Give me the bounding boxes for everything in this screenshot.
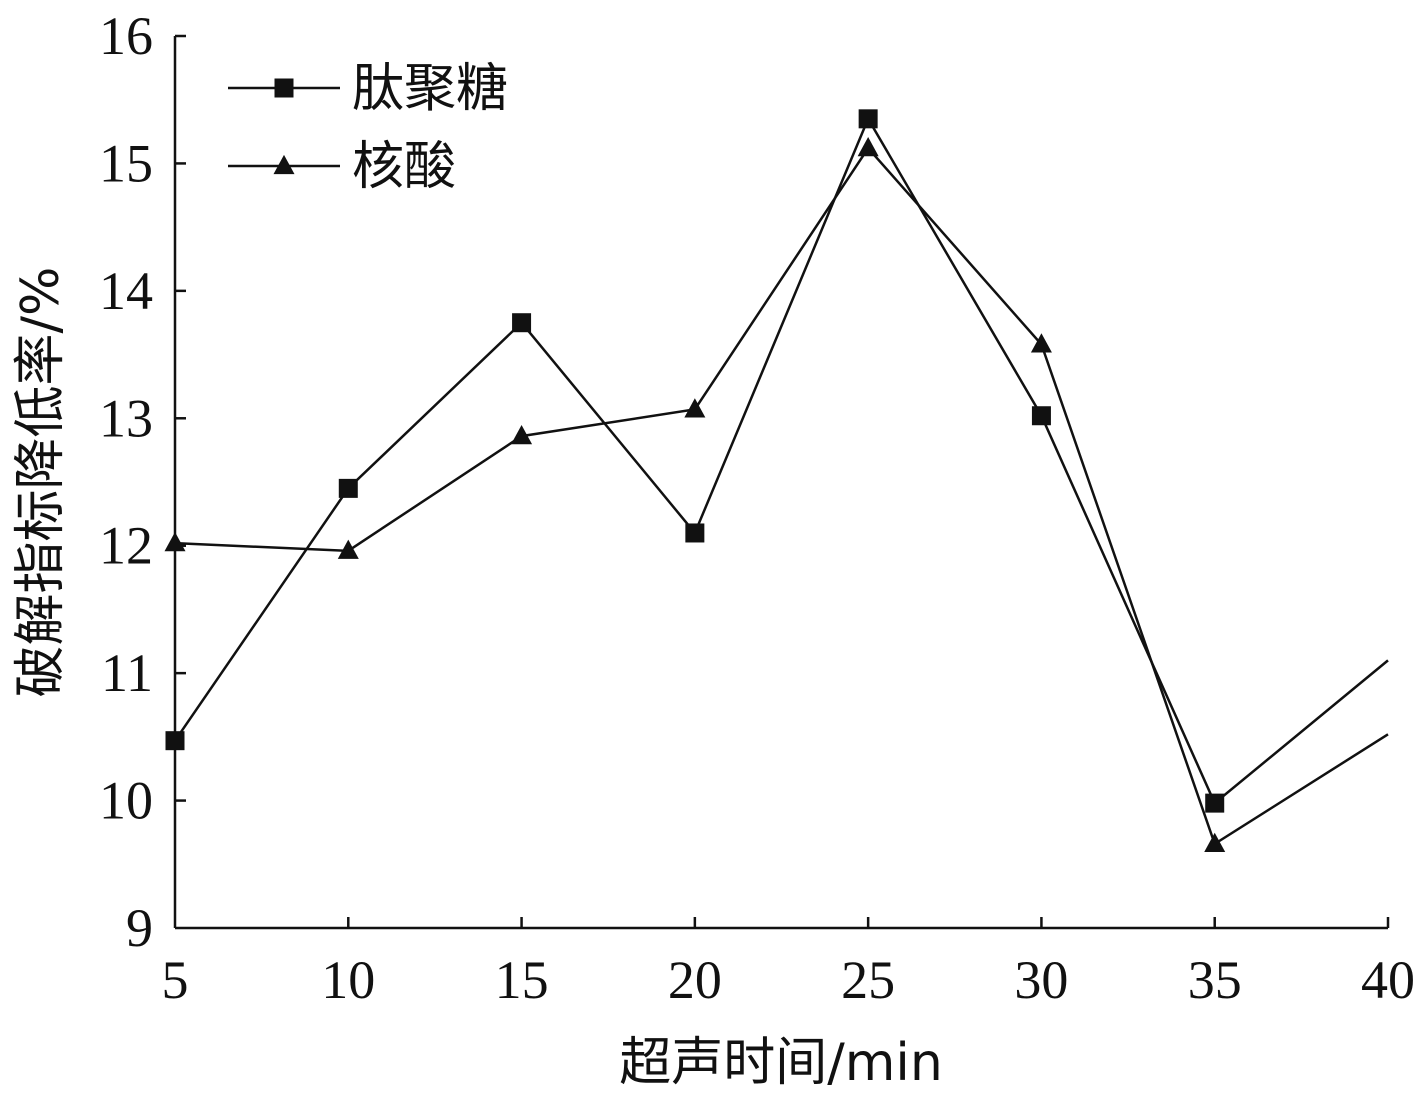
series-peptidoglycan (165, 109, 1389, 813)
x-tick-label: 15 (495, 950, 549, 1010)
legend-item: 肽聚糖 (228, 59, 508, 119)
data-point (685, 523, 705, 543)
series-line (174, 146, 1389, 846)
x-tick-label: 10 (321, 950, 375, 1010)
x-tick-label: 40 (1361, 950, 1415, 1010)
data-point (164, 532, 186, 552)
x-tick-label: 35 (1188, 950, 1242, 1010)
y-tick-label: 9 (126, 898, 153, 958)
y-tick-label: 13 (99, 388, 153, 448)
data-point (684, 398, 706, 418)
data-point (1204, 832, 1226, 852)
data-point (512, 313, 532, 333)
x-tick-label: 25 (841, 950, 895, 1010)
data-point (165, 731, 185, 751)
y-tick-label: 16 (99, 6, 153, 66)
data-point (337, 539, 359, 559)
x-tick-label: 20 (668, 950, 722, 1010)
y-axis-label: 破解指标降低率/% (11, 267, 71, 698)
x-tick-label: 5 (162, 950, 189, 1010)
legend-marker (274, 78, 294, 98)
series-nucleic-acid (164, 136, 1389, 852)
y-tick-label: 11 (101, 643, 153, 703)
axes (173, 36, 1388, 930)
y-ticks: 9 10 11 12 13 14 15 16 (99, 6, 186, 958)
x-ticks: 5 10 15 20 25 30 35 40 (162, 917, 1415, 1010)
legend-label: 肽聚糖 (352, 59, 508, 119)
legend-label: 核酸 (352, 137, 456, 197)
y-tick-label: 10 (99, 771, 153, 831)
legend-item: 核酸 (228, 137, 456, 197)
series-layer (164, 109, 1389, 852)
data-point (1205, 793, 1225, 813)
data-point (338, 478, 358, 498)
series-line (173, 116, 1389, 806)
data-point (857, 136, 879, 157)
data-point (858, 109, 878, 129)
data-point (511, 424, 533, 445)
data-point (1030, 333, 1052, 353)
x-axis-label: 超声时间/min (619, 1033, 943, 1093)
y-tick-label: 15 (99, 133, 153, 193)
legend-marker (273, 154, 295, 175)
y-tick-label: 12 (99, 516, 153, 576)
y-tick-label: 14 (99, 261, 153, 321)
x-tick-label: 30 (1014, 950, 1068, 1010)
data-point (1031, 406, 1051, 426)
